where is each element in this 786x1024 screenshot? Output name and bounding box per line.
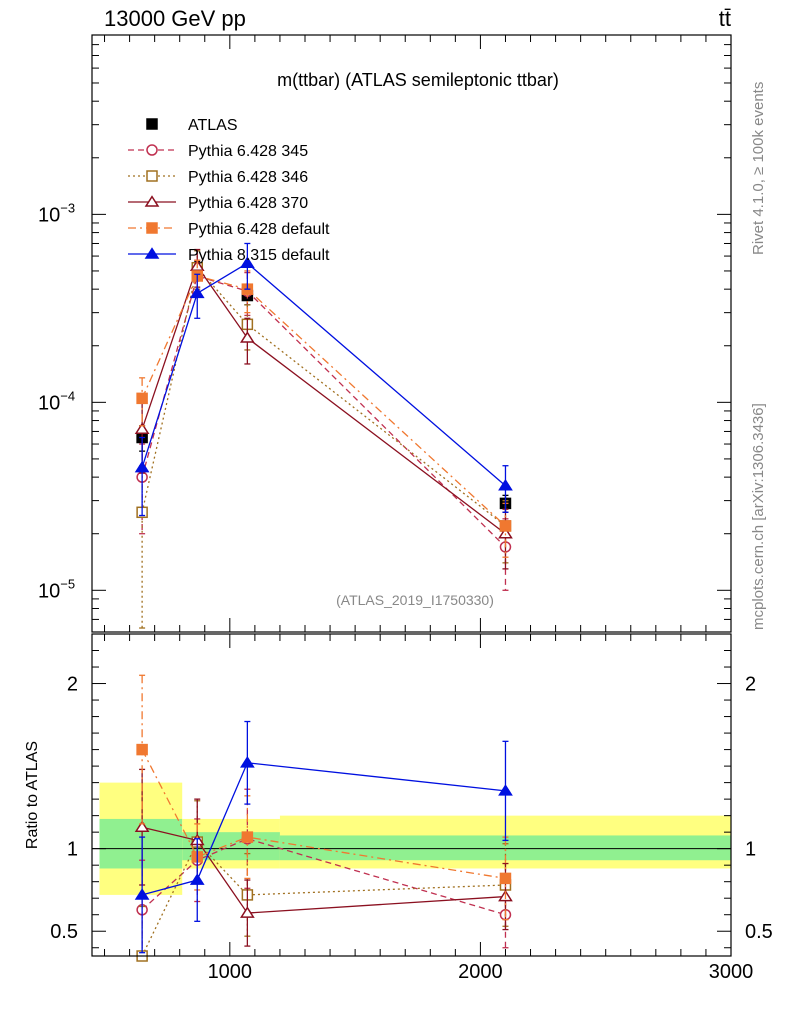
rivet-version-label: Rivet 4.1.0, ≥ 100k events	[750, 82, 767, 255]
main-series-5-point	[189, 286, 205, 299]
main-series-5-line	[141, 262, 506, 487]
ratio-series-3-point	[241, 831, 254, 843]
ratio-series-4-line	[141, 762, 506, 896]
legend-marker-3	[144, 195, 160, 207]
ratio-series-2-line	[141, 826, 506, 914]
legend-marker-4	[146, 222, 158, 234]
main-panel: 10−5 10−4 10−3	[38, 34, 732, 633]
ratio-series-3-point	[499, 872, 512, 885]
chart-title: m(ttbar) (ATLAS semileptonic ttbar)	[277, 70, 559, 90]
ratio-y-tick-label-right: 2	[745, 674, 756, 696]
ratio-series-4-point	[498, 784, 513, 796]
legend-marker-0	[146, 118, 158, 130]
ratio-series-2-point	[240, 906, 255, 918]
process-label: tt̄	[719, 6, 731, 31]
main-series-3-point	[134, 422, 150, 434]
x-tick-label: 2000	[458, 961, 503, 983]
legend-label-0: ATLAS	[188, 117, 238, 134]
legend-marker-5	[144, 247, 160, 259]
analysis-tag: (ATLAS_2019_I1750330)	[336, 592, 494, 608]
main-series-5-point	[240, 256, 255, 268]
ratio-y-tick-label: 2	[67, 674, 78, 696]
main-series-2-line	[141, 266, 506, 527]
main-frame	[91, 34, 732, 633]
legend-label-1: Pythia 6.428 345	[188, 143, 308, 160]
main-y-tick-label: 10−4	[38, 388, 75, 414]
main-y-tick-label: 10−5	[38, 576, 75, 602]
legend-label-2: Pythia 6.428 346	[188, 169, 308, 186]
legend-marker-2	[146, 170, 158, 182]
main-series-3-line	[141, 264, 506, 535]
legend-label-4: Pythia 6.428 default	[188, 221, 330, 238]
ratio-y-axis-label: Ratio to ATLAS	[24, 741, 41, 849]
ratio-series-3-point	[136, 743, 148, 756]
ratio-series-2-point	[134, 820, 150, 832]
ratio-y-tick-label-right: 0.5	[745, 921, 773, 943]
x-tick-label: 3000	[709, 961, 754, 983]
main-series-4-point	[136, 392, 148, 405]
mcplots-reference-label: mcplots.cern.ch [arXiv:1306.3436]	[750, 403, 767, 630]
ratio-panel: 0.5 0.5 1 1 2 2 1000 2000 3000	[50, 35, 773, 983]
ratio-series-4-point	[189, 873, 205, 885]
main-series-4-line	[141, 275, 506, 527]
main-series-5-point	[498, 478, 513, 491]
ratio-y-tick-label: 0.5	[50, 921, 78, 943]
x-tick-label: 1000	[208, 961, 253, 983]
ratio-frame	[91, 633, 732, 957]
ratio-series-3-line	[141, 749, 506, 880]
legend-marker-1	[146, 144, 158, 156]
ratio-y-tick-label-right: 1	[745, 839, 756, 861]
legend-label-3: Pythia 6.428 370	[188, 195, 308, 212]
ratio-series-4-point	[240, 756, 255, 768]
collision-energy-label: 13000 GeV pp	[104, 6, 246, 31]
ratio-y-tick-label: 1	[67, 839, 78, 861]
legend: ATLAS Pythia 6.428 345 Pythia 6.428 346 Pyt…	[128, 117, 330, 264]
main-series-5-point	[134, 460, 150, 473]
ratio-series-0-line	[141, 838, 506, 916]
ratio-series-4-point	[134, 888, 150, 900]
main-series-1-line	[141, 275, 506, 548]
main-y-tick-label: 10−3	[38, 200, 75, 226]
legend-label-5: Pythia 8.315 default	[188, 247, 330, 264]
main-series-3-point	[240, 331, 255, 343]
main-series-3-point	[498, 526, 513, 539]
main-series-4-point	[499, 520, 512, 532]
